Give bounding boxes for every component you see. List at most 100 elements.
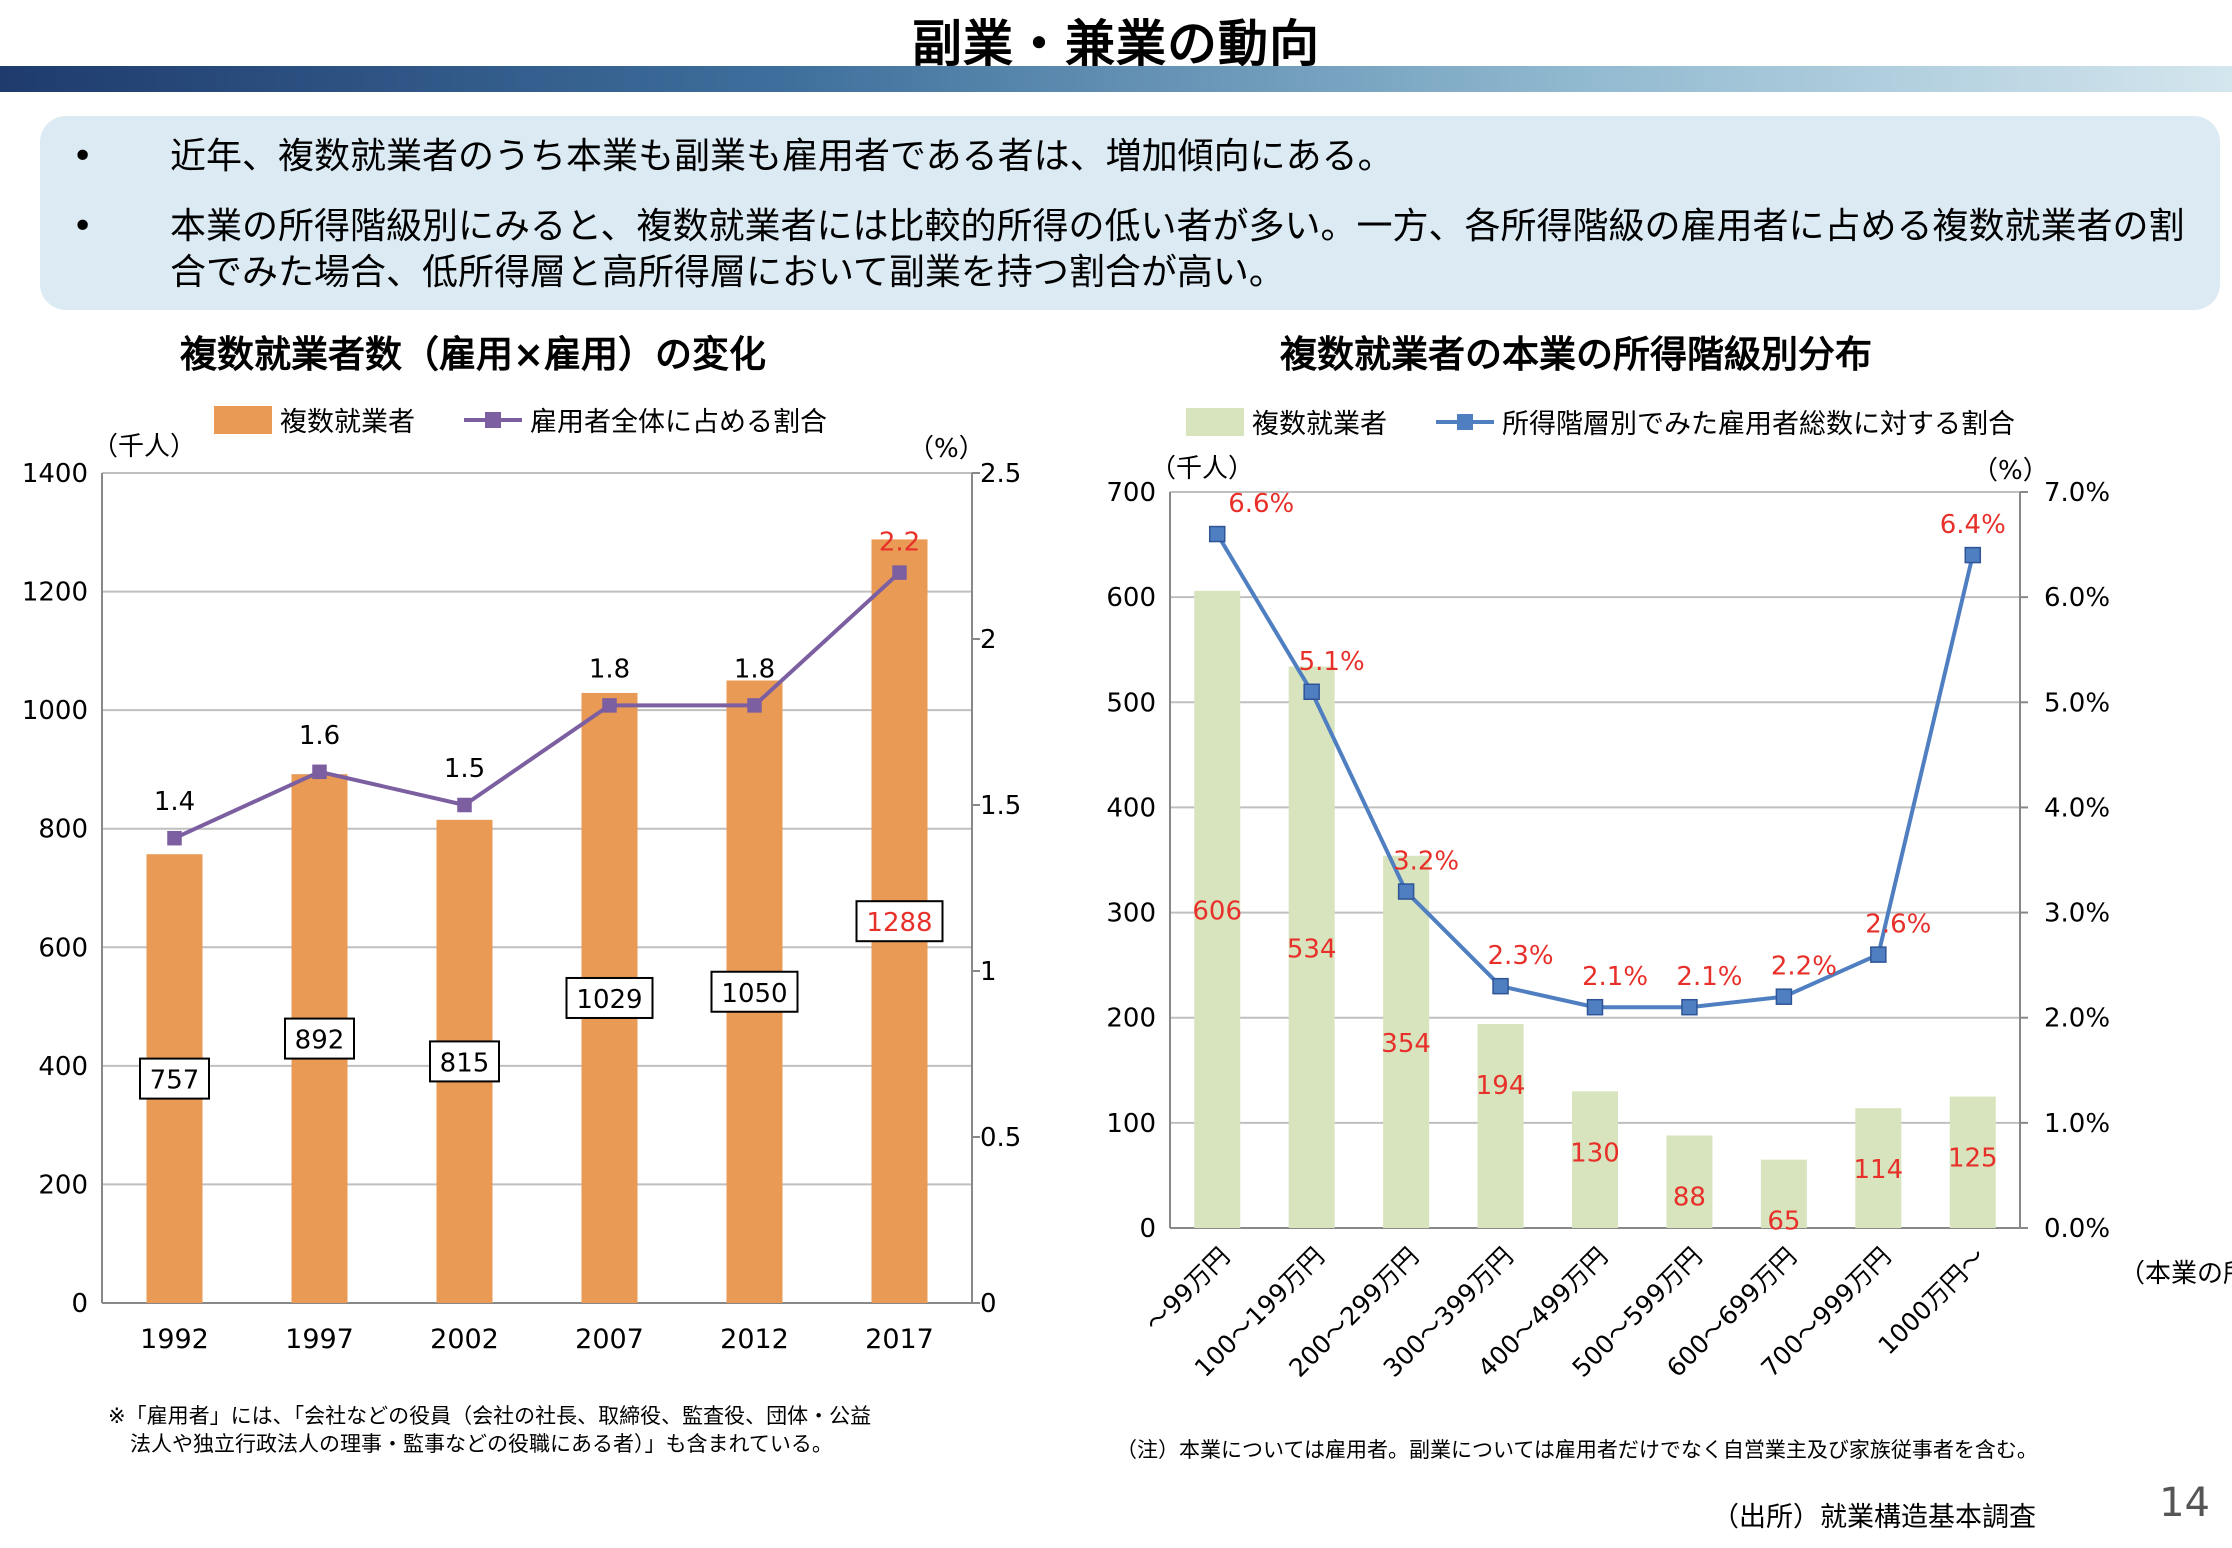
source-label: （出所）就業構造基本調査 <box>1712 1502 2036 1533</box>
bar-value-label: 1050 <box>721 979 787 1009</box>
line-marker <box>1870 946 1887 963</box>
right-chart-note: （注）本業については雇用者。副業については雇用者だけでなく自営業主及び家族従事者… <box>1116 1438 2038 1462</box>
left-chart-note: ※「雇用者」には、「会社などの役員（会社の社長、取締役、監査役、団体・公益法人や… <box>108 1404 872 1456</box>
legend-swatch-bar <box>1186 407 1244 436</box>
y-tick-label-left: 0 <box>71 1289 88 1319</box>
bar-value-label: 534 <box>1287 934 1337 964</box>
bullet-marker: • <box>72 206 94 247</box>
legend-label: 複数就業者 <box>280 407 415 438</box>
line-value-label: 1.8 <box>734 654 775 684</box>
bar <box>1288 666 1335 1228</box>
summary-text-2: 本業の所得階級別にみると、複数就業者には比較的所得の低い者が多い。一方、各所得階… <box>170 206 2185 293</box>
line-value-label: 6.4% <box>1940 510 2006 540</box>
bar-value-label: 757 <box>150 1066 200 1096</box>
legend-swatch-line <box>1436 408 1494 436</box>
y-tick-label-right: 5.0% <box>2044 688 2110 718</box>
line-marker <box>1208 525 1226 543</box>
bar-value-label: 125 <box>1948 1144 1998 1174</box>
x-tick-label: 1997 <box>285 1324 354 1355</box>
line-marker <box>167 830 182 846</box>
bar <box>1666 1135 1713 1228</box>
legend-item-bar: 複数就業者 <box>214 400 415 439</box>
series-line <box>173 571 901 841</box>
line-marker <box>892 565 907 580</box>
line-value-label: 2.2 <box>879 528 920 558</box>
bar-value-box <box>855 900 944 943</box>
x-tick-label: 2007 <box>575 1324 644 1355</box>
legend-item-bar: 複数就業者 <box>1186 402 1387 441</box>
line-marker <box>1397 883 1415 900</box>
bar-value-label: 354 <box>1381 1029 1431 1059</box>
legend-label: 所得階層別でみた雇用者総数に対する割合 <box>1502 409 2015 440</box>
y-tick-label-left: 400 <box>1106 793 1156 823</box>
y-tick-label-left: 1200 <box>22 578 88 608</box>
x-tick-label: 1992 <box>140 1324 209 1355</box>
y-tick-label-right: 7.0% <box>2044 478 2110 508</box>
bar-value-label: 194 <box>1476 1071 1526 1101</box>
line-marker <box>602 698 617 713</box>
bar-value-box <box>710 970 799 1013</box>
bar-value-box <box>139 1057 210 1100</box>
line-value-label: 5.1% <box>1299 647 1365 677</box>
legend-item-line: 所得階層別でみた雇用者総数に対する割合 <box>1436 402 2015 441</box>
line-value-label: 2.3% <box>1488 941 1554 971</box>
y-tick-label-right: 1.0% <box>2044 1109 2110 1139</box>
page-number: 14 <box>2159 1480 2210 1526</box>
bar-value-label: 88 <box>1673 1182 1706 1212</box>
y-tick-label-left: 0 <box>1139 1214 1156 1244</box>
bar-value-label: 65 <box>1767 1207 1800 1237</box>
y-tick-label-right: 0.5 <box>980 1123 1021 1153</box>
line-value-label: 2.6% <box>1865 910 1931 940</box>
line-marker <box>1303 683 1320 701</box>
bar <box>1760 1159 1807 1228</box>
y-tick-label-left: 800 <box>38 815 88 845</box>
y-tick-label-left: 700 <box>1106 478 1156 508</box>
bar-value-label: 130 <box>1570 1138 1620 1168</box>
line-marker <box>1964 546 1982 564</box>
title-divider-bar <box>0 66 2232 92</box>
right-chart-left-unit: （千人） <box>1150 454 1255 484</box>
x-tick-label: ～99万円 <box>1139 1242 1235 1338</box>
line-marker <box>1586 998 1604 1016</box>
y-tick-label-right: 2.0% <box>2044 1004 2110 1034</box>
line-value-label: 2.1% <box>1582 962 1648 992</box>
line-value-label: 2.1% <box>1676 962 1742 992</box>
legend-label: 雇用者全体に占める割合 <box>530 407 827 438</box>
line-value-label: 1.5 <box>444 754 485 784</box>
left-chart-right-unit: （%） <box>908 434 985 464</box>
legend-swatch-bar <box>214 405 272 434</box>
bar-value-label: 114 <box>1854 1155 1904 1185</box>
bar <box>1477 1024 1524 1228</box>
y-tick-label-right: 0 <box>980 1289 997 1319</box>
bar-value-label: 1029 <box>576 985 642 1015</box>
bar-value-label: 892 <box>295 1026 345 1056</box>
y-tick-label-left: 500 <box>1106 688 1156 718</box>
page-title: 副業・兼業の動向 <box>912 15 1320 73</box>
bullet-marker: • <box>72 136 94 177</box>
line-marker <box>1681 998 1698 1016</box>
y-tick-label-right: 1 <box>980 957 997 987</box>
right-chart-title: 複数就業者の本業の所得階級別分布 <box>1280 333 1872 376</box>
bar-value-box <box>565 976 654 1019</box>
x-tick-label: 2002 <box>430 1324 499 1355</box>
y-tick-label-right: 6.0% <box>2044 583 2110 613</box>
y-tick-label-right: 3.0% <box>2044 899 2110 929</box>
x-tick-label: 2012 <box>720 1324 789 1355</box>
left-chart-title: 複数就業者数（雇用×雇用）の変化 <box>180 333 767 376</box>
x-tick-label: 2017 <box>865 1324 934 1355</box>
y-tick-label-right: 4.0% <box>2044 793 2110 823</box>
bar-value-box <box>429 1040 500 1083</box>
y-tick-label-right: 2 <box>980 625 997 655</box>
left-chart-left-unit: （千人） <box>92 432 197 462</box>
y-tick-label-right: 2.5 <box>980 459 1021 489</box>
y-tick-label-left: 1000 <box>22 696 88 726</box>
y-tick-label-right: 0.0% <box>2044 1214 2110 1244</box>
legend-item-line: 雇用者全体に占める割合 <box>464 400 827 439</box>
bar <box>1949 1096 1996 1228</box>
bar-value-label: 1288 <box>866 908 932 938</box>
y-tick-label-left: 200 <box>1106 1004 1156 1034</box>
y-tick-label-left: 600 <box>1106 583 1156 613</box>
bar-value-box <box>284 1017 355 1060</box>
line-marker <box>312 764 327 780</box>
